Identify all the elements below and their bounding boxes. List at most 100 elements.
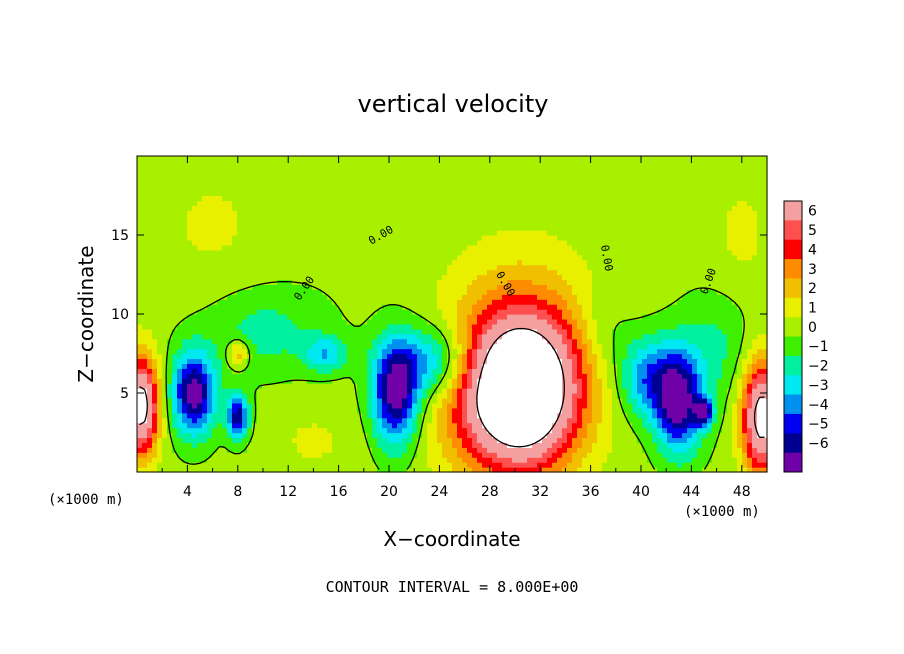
heatmap-cell [607,378,613,384]
heatmap-cell [187,397,193,404]
heatmap-cell [327,462,333,468]
heatmap-cell [487,412,493,419]
heatmap-cell [362,274,368,281]
heatmap-cell [702,407,708,414]
heatmap-cell [322,407,328,414]
heatmap-cell [692,304,698,310]
heatmap-cell [537,412,543,419]
heatmap-cell [647,393,653,399]
heatmap-cell [422,467,428,473]
heatmap-cell [692,452,698,458]
heatmap-cell [312,368,318,374]
heatmap-cell [267,427,273,434]
heatmap-cell [462,427,468,434]
heatmap-cell [322,274,328,281]
heatmap-cell [322,397,328,404]
heatmap-cell [562,333,568,340]
heatmap-cell [387,437,393,443]
heatmap-cell [717,294,723,300]
heatmap-cell [752,294,758,300]
heatmap-cell [637,284,643,290]
heatmap-cell [712,353,718,360]
heatmap-cell [432,383,438,389]
heatmap-cell [707,318,713,325]
heatmap-cell [237,417,243,424]
heatmap-cell [637,299,643,305]
heatmap-cell [247,383,253,389]
heatmap-cell [752,467,758,473]
heatmap-cell [202,393,208,399]
heatmap-cell [477,467,483,473]
heatmap-cell [227,309,233,315]
heatmap-cell [732,338,738,345]
heatmap-cell [417,314,423,320]
heatmap-cell [197,363,203,369]
heatmap-cell [402,412,408,419]
heatmap-cell [542,402,548,409]
heatmap-cell [572,314,578,320]
heatmap-cell [527,368,533,374]
heatmap-cell [287,333,293,340]
heatmap-cell [442,432,448,439]
heatmap-cell [547,353,553,360]
heatmap-cell [297,284,303,290]
heatmap-cell [242,437,248,443]
heatmap-cell [737,402,743,409]
heatmap-cell [747,388,753,394]
heatmap-cell [632,407,638,414]
heatmap-cell [652,457,658,463]
heatmap-cell [497,397,503,404]
heatmap-cell [527,447,533,453]
heatmap-cell [702,467,708,473]
heatmap-cell [537,294,543,300]
heatmap-cell [677,442,683,448]
heatmap-cell [377,437,383,443]
heatmap-cell [762,284,768,290]
heatmap-cell [432,304,438,310]
heatmap-cell [487,402,493,409]
heatmap-cell [707,353,713,360]
heatmap-cell [612,407,618,414]
heatmap-cell [447,363,453,369]
heatmap-cell [232,393,238,399]
heatmap-cell [567,422,573,429]
heatmap-cell [492,388,498,394]
heatmap-cell [557,284,563,290]
heatmap-cell [167,393,173,399]
heatmap-cell [572,318,578,325]
heatmap-cell [667,447,673,453]
heatmap-cell [377,314,383,320]
heatmap-cell [217,353,223,360]
heatmap-cell [247,437,253,443]
heatmap-cells [137,156,768,473]
heatmap-cell [642,304,648,310]
heatmap-cell [222,417,228,424]
heatmap-cell [187,294,193,300]
heatmap-cell [477,353,483,360]
heatmap-cell [672,427,678,434]
heatmap-cell [337,368,343,374]
heatmap-cell [157,333,163,340]
heatmap-cell [672,407,678,414]
heatmap-cell [612,318,618,325]
heatmap-cell [577,393,583,399]
heatmap-cell [427,373,433,379]
heatmap-cell [142,397,148,404]
heatmap-cell [672,402,678,409]
heatmap-cell [187,422,193,429]
heatmap-cell [642,323,648,330]
heatmap-cell [367,333,373,340]
heatmap-cell [547,289,553,295]
heatmap-cell [417,457,423,463]
heatmap-cell [632,437,638,443]
heatmap-cell [492,358,498,364]
heatmap-cell [332,427,338,434]
heatmap-cell [507,432,513,439]
heatmap-cell [167,323,173,330]
heatmap-cell [312,432,318,439]
heatmap-cell [497,343,503,350]
heatmap-cell [427,447,433,453]
heatmap-cell [572,422,578,429]
heatmap-cell [597,373,603,379]
heatmap-cell [657,452,663,458]
